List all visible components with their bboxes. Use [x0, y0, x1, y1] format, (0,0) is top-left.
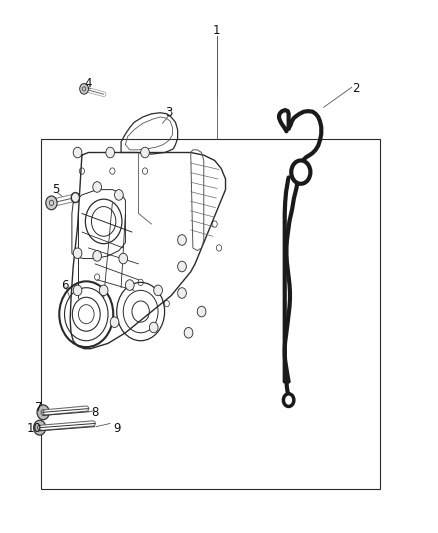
Circle shape	[110, 317, 119, 327]
Circle shape	[178, 235, 186, 245]
Circle shape	[197, 306, 206, 317]
Circle shape	[184, 327, 193, 338]
Bar	[41, 139, 380, 489]
Circle shape	[93, 182, 102, 192]
Text: 9: 9	[113, 422, 120, 435]
Circle shape	[46, 196, 57, 210]
Circle shape	[34, 420, 46, 435]
Circle shape	[71, 192, 80, 203]
Circle shape	[149, 322, 158, 333]
Circle shape	[106, 147, 115, 158]
Text: 8: 8	[91, 406, 99, 419]
Circle shape	[154, 285, 162, 296]
Circle shape	[73, 248, 82, 259]
Circle shape	[93, 251, 102, 261]
Text: 10: 10	[27, 422, 42, 435]
Circle shape	[291, 160, 311, 184]
Circle shape	[178, 288, 186, 298]
Circle shape	[99, 285, 108, 296]
Circle shape	[115, 190, 123, 200]
Circle shape	[80, 84, 88, 94]
Circle shape	[141, 147, 149, 158]
Text: 6: 6	[61, 279, 68, 292]
Text: 2: 2	[352, 83, 360, 95]
Circle shape	[119, 253, 127, 264]
Text: 3: 3	[165, 106, 173, 119]
Circle shape	[37, 405, 49, 419]
Circle shape	[178, 261, 186, 272]
Text: 5: 5	[52, 183, 60, 196]
Text: 7: 7	[35, 400, 42, 414]
Text: 1: 1	[213, 24, 221, 37]
Text: 4: 4	[85, 77, 92, 90]
Circle shape	[283, 394, 294, 407]
Circle shape	[73, 285, 82, 296]
Circle shape	[73, 147, 82, 158]
Circle shape	[125, 280, 134, 290]
